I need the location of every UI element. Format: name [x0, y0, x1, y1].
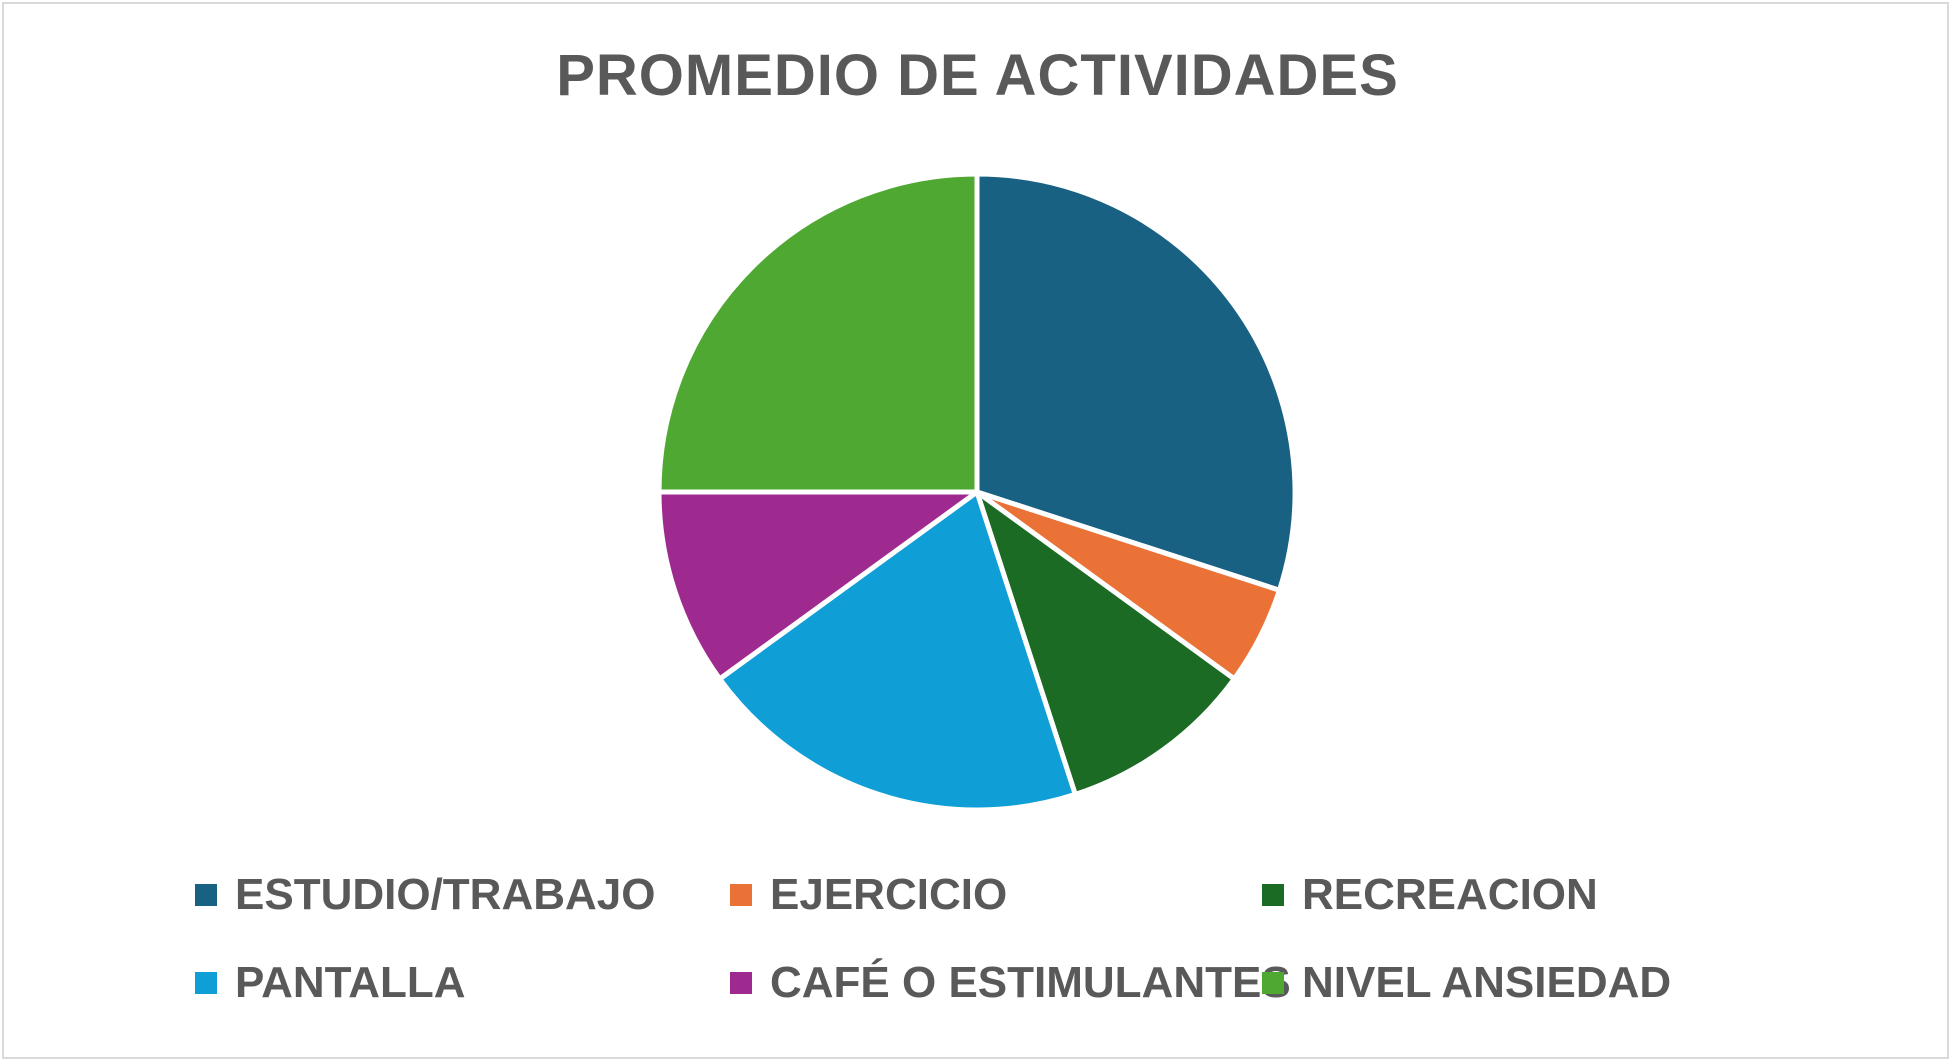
legend-swatch — [195, 884, 217, 906]
legend-item: RECREACION — [1262, 870, 1598, 920]
chart-title: PROMEDIO DE ACTIVIDADES — [556, 43, 1399, 108]
legend-label: RECREACION — [1302, 870, 1598, 919]
legend-label: EJERCICIO — [770, 870, 1008, 919]
chart-legend: ESTUDIO/TRABAJO EJERCICIO RECREACION PANTAL… — [0, 870, 1947, 1010]
legend-swatch — [195, 972, 217, 994]
legend-item: EJERCICIO — [730, 870, 1007, 920]
legend-label: PANTALLA — [235, 958, 466, 1007]
pie-slice-caf-o-estimulantes — [656, 489, 980, 682]
legend-swatch — [730, 972, 752, 994]
pie-slice-estudio-trabajo — [974, 171, 1298, 593]
legend-swatch — [1262, 884, 1284, 906]
pie-slice-pantalla — [717, 489, 1078, 813]
pie-slice-nivel-ansiedad — [656, 171, 980, 495]
legend-item: NIVEL ANSIEDAD — [1262, 958, 1671, 1008]
pie-slice-recreacion — [974, 489, 1237, 797]
legend-label: NIVEL ANSIEDAD — [1302, 958, 1672, 1007]
legend-item: ESTUDIO/TRABAJO — [195, 870, 655, 920]
legend-swatch — [1262, 972, 1284, 994]
legend-label: ESTUDIO/TRABAJO — [235, 870, 656, 919]
legend-item: PANTALLA — [195, 958, 466, 1008]
legend-label: CAFÉ O ESTIMULANTES — [770, 958, 1291, 1007]
legend-swatch — [730, 884, 752, 906]
pie-slices — [656, 171, 1298, 813]
legend-item: CAFÉ O ESTIMULANTES — [730, 958, 1291, 1008]
